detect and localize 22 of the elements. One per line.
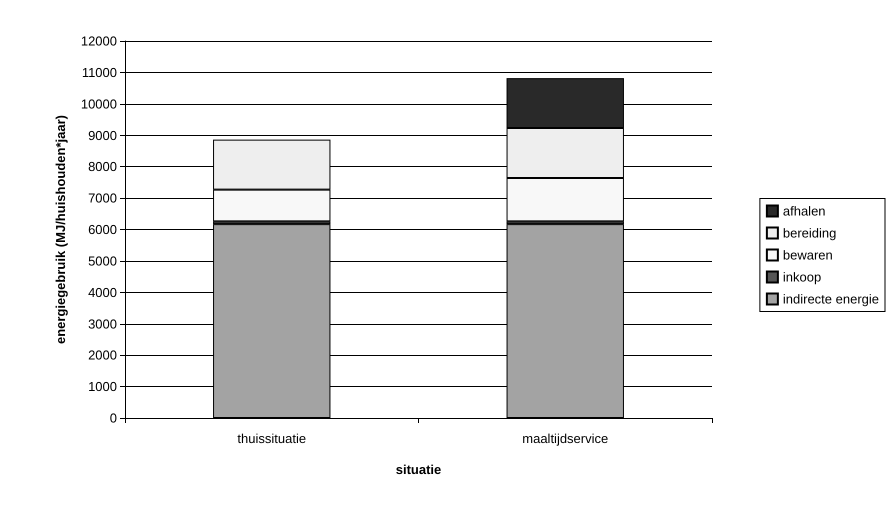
y-tick-label: 9000	[88, 128, 117, 143]
legend-label: afhalen	[782, 204, 826, 218]
y-tick-label: 5000	[88, 253, 117, 268]
legend-label: indirecte energie	[782, 292, 880, 306]
y-tick-label: 10000	[80, 96, 117, 112]
y-tick-label: 8000	[88, 159, 117, 174]
y-tick-label: 12000	[80, 34, 117, 48]
y-tick-label: 2000	[88, 348, 117, 363]
x-tick-label: thuissituatie	[237, 431, 306, 446]
y-axis-title: energiegebruik (MJ/huishouden*jaar)	[53, 115, 68, 344]
y-tick-label: 1000	[88, 379, 117, 394]
y-tick-label: 4000	[88, 284, 117, 300]
y-tick-label: 0	[110, 410, 117, 426]
y-tick-label: 11000	[82, 64, 117, 80]
x-tick-label: maaltijdservice	[522, 431, 608, 446]
legend-label: inkoop	[782, 270, 822, 284]
y-tick-label: 3000	[88, 316, 117, 332]
legend-label: bereiding	[782, 226, 836, 240]
x-axis-title: situatie	[396, 462, 442, 477]
y-tick-label: 7000	[88, 190, 117, 206]
y-tick-label: 6000	[88, 222, 117, 237]
legend-label: bewaren	[782, 248, 833, 262]
